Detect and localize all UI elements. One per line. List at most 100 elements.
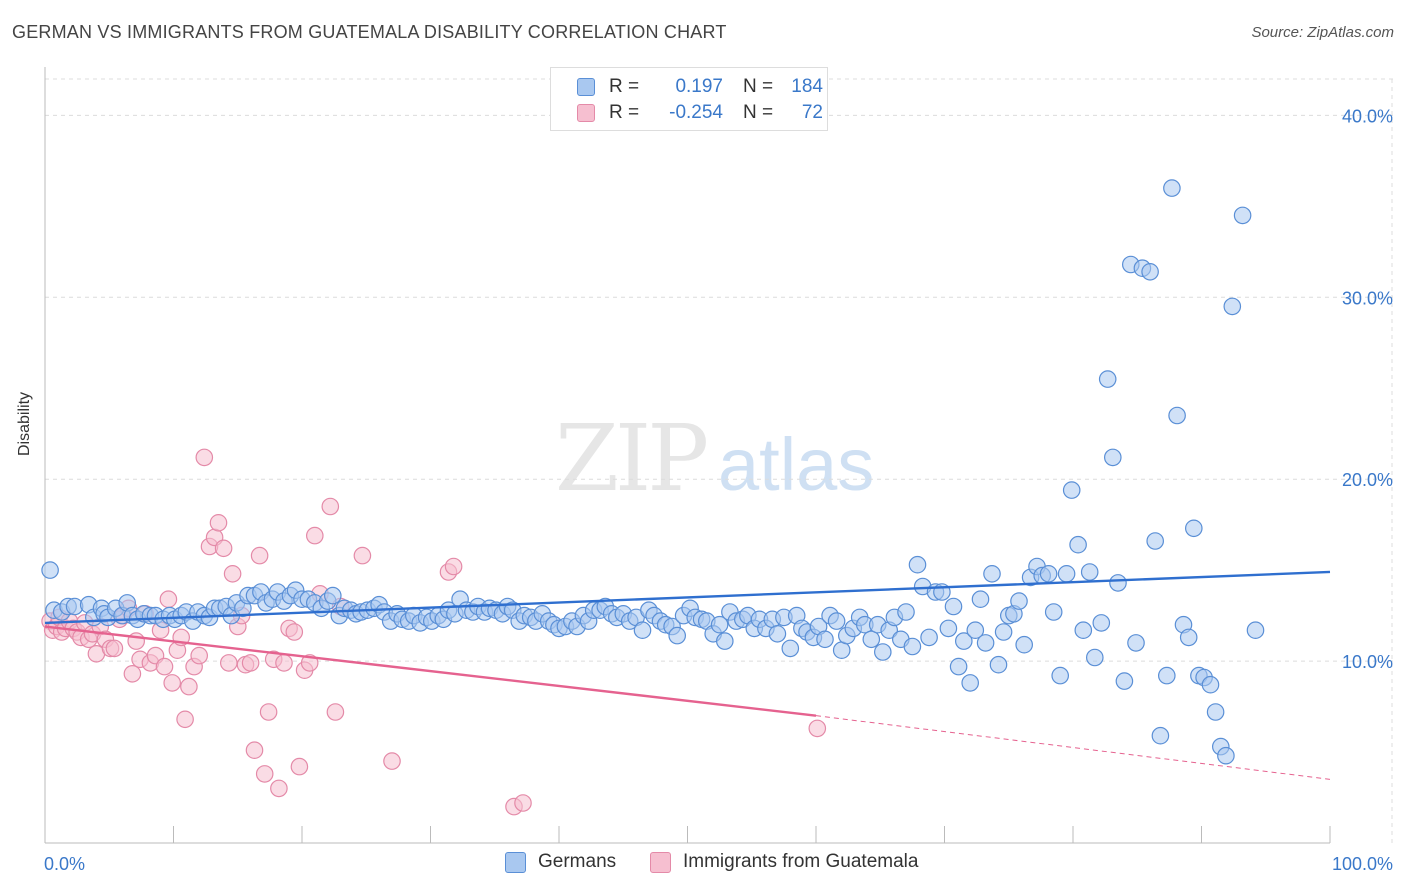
watermark-zip: ZIP [555,405,706,512]
germans-point-134 [832,641,851,659]
germans-point-179 [1092,614,1111,632]
y-tick-label-0: 10.0% [1342,652,1393,672]
germans-point-180 [1098,370,1117,388]
germans-point-157 [966,621,985,639]
germans-point-176 [1074,621,1093,639]
germans-point-161 [989,655,1008,674]
germans-point-162 [994,623,1013,641]
guatemala-point-60 [305,526,324,545]
germans-point-199 [1206,703,1225,721]
germans-point-160 [983,564,1001,583]
germans-point-141 [873,643,892,661]
germans-point-139 [862,630,881,649]
guatemala-point-37 [195,448,214,467]
germans-point-177 [1080,563,1099,581]
germans-point-195 [1185,519,1203,538]
germans-point-146 [903,637,922,656]
legend-n-label: N = [743,76,774,97]
germans-point-153 [944,597,963,616]
guatemala-point-63 [326,703,345,721]
guatemala-point-34 [180,677,198,696]
germans-point-192 [1168,406,1186,425]
germans-point-152 [939,619,958,638]
germans-point-133 [827,612,846,630]
legend-r-value: -0.254 [669,102,723,123]
germans-point-189 [1151,726,1170,745]
guatemala-point-51 [259,703,278,721]
chart-title: GERMAN VS IMMIGRANTS FROM GUATEMALA DISA… [12,22,727,42]
tick-labels: 10.0% 20.0% 30.0% 40.0% 0.0% 100.0% [44,106,1393,874]
germans-point-0 [41,561,59,579]
guatemala-point-33 [176,710,194,729]
germans-point-165 [1010,592,1028,610]
germans-point-178 [1086,648,1104,667]
guatemala-point-66 [383,752,401,770]
x-tick-label-0: 0.0% [44,854,85,874]
legend-swatch-germans [505,851,526,873]
legend-item-germans: Germans [505,851,616,873]
guatemala-point-56 [285,623,304,641]
germans-point-149 [920,628,938,647]
germans-point-113 [710,615,729,634]
germans-point-106 [668,626,686,645]
guatemala-point-41 [214,539,233,558]
y-tick-label-1: 20.0% [1342,470,1393,490]
guatemala-point-62 [321,497,340,516]
guatemala-point-29 [159,590,178,608]
germans-point-172 [1051,666,1069,685]
guatemala-point-47 [241,654,260,672]
trend-lines [44,570,1331,780]
guatemala-point-42 [220,654,238,672]
guatemala-point-53 [270,779,288,798]
germans-point-47 [323,586,342,605]
guatemala-point-50 [255,765,274,783]
watermark: ZIP atlas [555,405,874,512]
legend-swatch-guatemala [650,851,671,873]
germans-point-203 [1233,206,1252,225]
axes [44,67,1331,844]
germans-point-171 [1044,603,1063,621]
germans-point-181 [1104,448,1122,467]
guatemala-point-43 [223,564,242,583]
legend-item-guatemala: Immigrants from Guatemala [650,851,918,873]
legend-n-value: 184 [791,76,823,97]
germans-point-170 [1039,564,1058,583]
guatemala-point-21 [123,664,142,683]
guatemala-point-49 [250,546,269,565]
trend-line-guatemala-projection [815,715,1331,780]
x-tick-label-1: 100.0% [1332,854,1393,874]
legend-row-guatemala: R = -0.254 N = 72 [577,100,823,126]
correlation-legend: R = 0.197 N = 184 R = -0.254 N = 72 [550,67,828,131]
germans-point-147 [908,555,927,574]
germans-point-156 [961,674,979,692]
germans-point-187 [1141,262,1159,281]
guatemala-point-57 [290,757,309,776]
guatemala-point-17 [105,639,124,658]
germans-point-183 [1115,672,1134,690]
germans-point-194 [1179,628,1198,647]
legend-row-germans: R = 0.197 N = 184 [577,74,823,100]
germans-point-174 [1062,481,1081,499]
germans-point-202 [1223,297,1242,316]
y-tick-label-2: 30.0% [1342,288,1393,308]
germans-point-158 [971,590,990,608]
germans-point-182 [1109,574,1127,592]
guatemala-point-71 [808,719,827,738]
y-tick-label-3: 40.0% [1342,106,1393,126]
germans-point-166 [1015,635,1033,654]
germans-point-131 [816,630,834,649]
legend-r-label: R = [609,76,640,97]
germans-point-155 [954,632,973,650]
trend-line-germans [44,570,1331,625]
germans-point-123 [768,624,787,643]
guatemala-point-36 [190,646,208,665]
germans-point-125 [781,639,800,658]
germans-point-173 [1057,564,1076,583]
germans-point-114 [715,632,734,650]
watermark-atlas: atlas [718,423,874,506]
guatemala-point-28 [155,657,174,676]
germans-point-204 [1246,621,1265,639]
legend-n-label: N = [743,102,774,123]
germans-point-201 [1217,746,1235,765]
